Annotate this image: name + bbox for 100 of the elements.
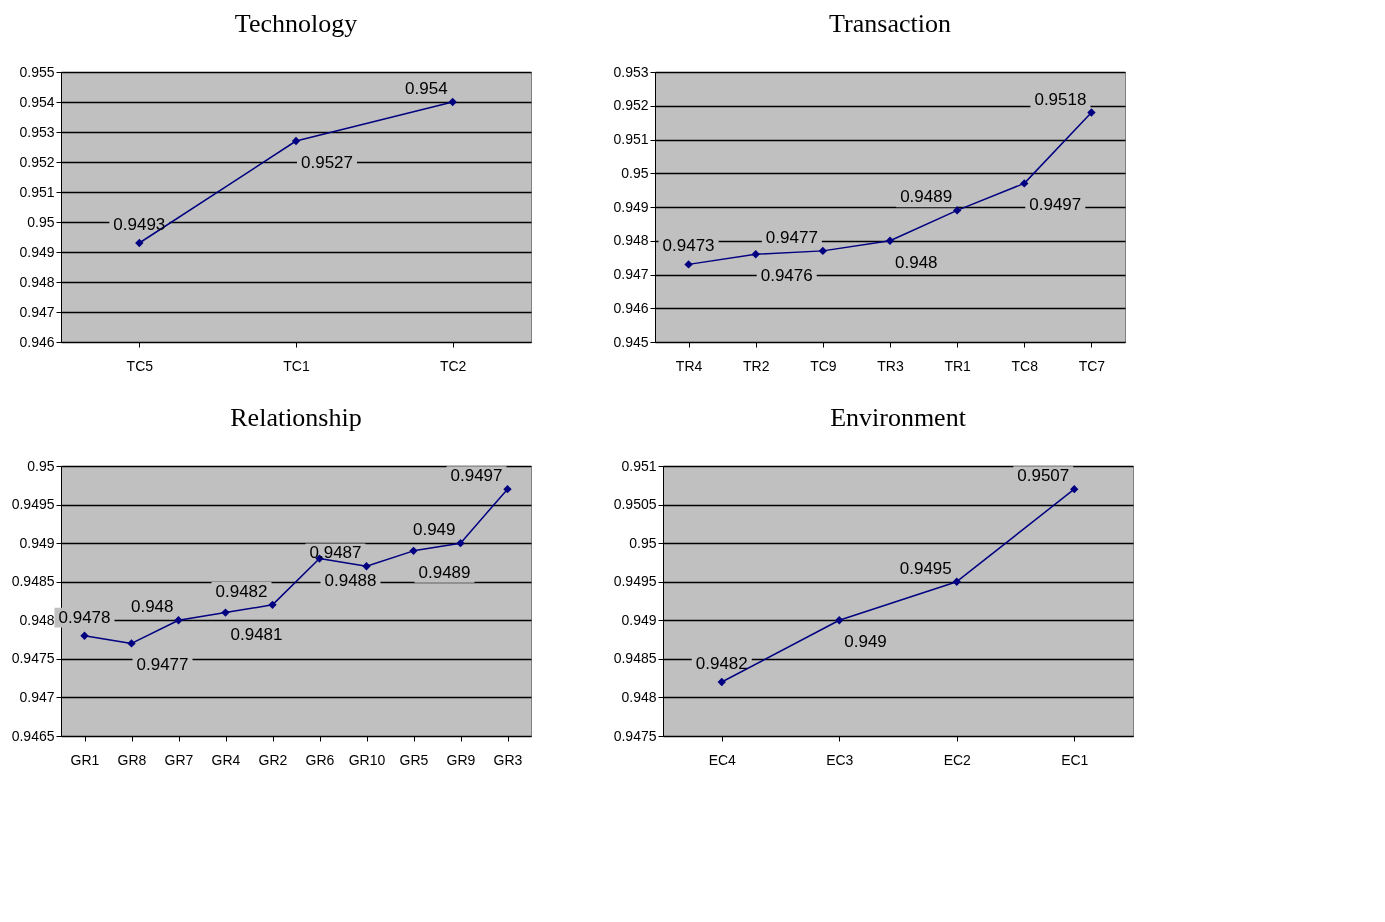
data-label: 0.949 [412,520,456,540]
y-tick-label: 0.951 [613,131,649,147]
point [448,97,457,107]
point [684,260,693,269]
y-tick-label: 0.948 [621,688,657,705]
point [885,236,895,245]
data-label: 0.9476 [760,266,813,286]
y-tick-label: 0.945 [613,333,649,350]
y-tick-label: 0.9495 [11,496,55,513]
y-tick-label: 0.95 [629,534,657,551]
data-label: 0.9478 [58,607,111,627]
x-tick-label: GR10 [348,751,386,768]
x-tick-label: TR1 [944,357,972,374]
data-label: 0.9473 [662,236,715,256]
point [717,677,726,687]
x-tick-label: TC7 [1078,357,1106,374]
y-tick-label: 0.951 [621,457,657,474]
x-tick-label: GR2 [258,751,288,768]
point [291,136,301,146]
x-tick-label: GR7 [164,751,194,768]
x-tick-label: TC5 [126,357,154,374]
y-tick-label: 0.9505 [613,496,657,513]
y-tick-label: 0.95 [621,164,649,181]
x-tick-label: GR4 [211,751,241,768]
data-label: 0.9477 [765,227,818,247]
x-tick-label: EC3 [826,751,854,768]
point [409,546,418,556]
data-label: 0.954 [405,79,448,98]
data-label: 0.9482 [695,654,748,673]
data-label: 0.9488 [324,570,377,590]
x-tick-label: TR3 [877,357,904,374]
y-tick-label: 0.947 [19,303,55,320]
data-label: 0.948 [130,597,174,617]
chart-title: Relationship [230,403,362,432]
data-label: 0.9518 [1034,89,1087,109]
x-tick-label: TC2 [439,357,467,374]
x-tick-label: GR1 [70,751,100,768]
y-tick-label: 0.946 [613,299,649,316]
x-tick-label: GR3 [493,751,523,768]
y-tick-label: 0.948 [19,611,55,628]
y-tick-label: 0.9495 [613,573,657,590]
chart-title: Environment [830,403,967,432]
point [751,250,760,259]
y-tick-label: 0.949 [621,611,657,628]
y-tick-label: 0.951 [19,183,55,200]
x-tick-label: GR8 [117,751,147,768]
data-label: 0.9497 [450,466,503,486]
data-label: 0.9495 [899,558,952,578]
point [268,600,277,610]
data-label: 0.949 [844,632,887,652]
point [1020,179,1029,188]
y-tick-label: 0.949 [19,243,55,260]
y-tick-label: 0.95 [27,213,55,230]
data-label: 0.9481 [230,624,283,644]
y-tick-label: 0.947 [19,688,55,705]
y-tick-label: 0.949 [613,198,649,215]
data-label: 0.948 [895,252,938,272]
data-label: 0.9487 [309,543,362,563]
point [135,238,144,248]
y-tick-label: 0.9475 [613,727,657,744]
y-tick-label: 0.952 [613,97,649,114]
data-label: 0.9489 [900,187,953,207]
data-label: 0.9493 [113,215,166,234]
y-tick-label: 0.947 [613,266,649,282]
data-label: 0.9477 [136,655,189,675]
data-label: 0.9489 [418,562,471,582]
y-tick-label: 0.9465 [11,727,55,744]
x-tick-label: EC4 [708,751,737,768]
point [456,538,465,548]
y-tick-label: 0.952 [19,153,55,170]
y-tick-label: 0.948 [19,273,55,290]
x-tick-label: TR2 [742,357,770,374]
chart-title: Technology [234,9,358,38]
x-tick-label: GR9 [446,751,476,768]
x-tick-label: TC1 [283,357,310,374]
y-tick-label: 0.9475 [11,650,55,667]
point [362,562,371,571]
y-tick-label: 0.9485 [11,573,55,590]
x-tick-label: GR5 [399,751,429,768]
point [818,246,828,256]
y-tick-label: 0.949 [19,534,55,551]
point [952,206,962,215]
point [221,608,230,617]
y-tick-label: 0.954 [19,93,55,110]
point [503,484,512,494]
y-tick-label: 0.948 [613,232,649,249]
data-label: 0.9527 [301,153,353,172]
data-label: 0.9507 [1017,466,1070,486]
y-tick-label: 0.9485 [613,650,657,667]
y-tick-label: 0.953 [613,63,649,80]
point [1087,108,1096,117]
point [80,631,89,640]
x-tick-label: EC2 [943,751,972,768]
y-tick-label: 0.95 [27,457,55,474]
point [127,639,136,648]
y-tick-label: 0.946 [19,333,55,350]
x-tick-label: EC1 [1061,751,1089,768]
y-tick-label: 0.955 [19,63,55,80]
y-tick-label: 0.953 [19,123,55,140]
x-tick-label: TC8 [1011,357,1039,374]
